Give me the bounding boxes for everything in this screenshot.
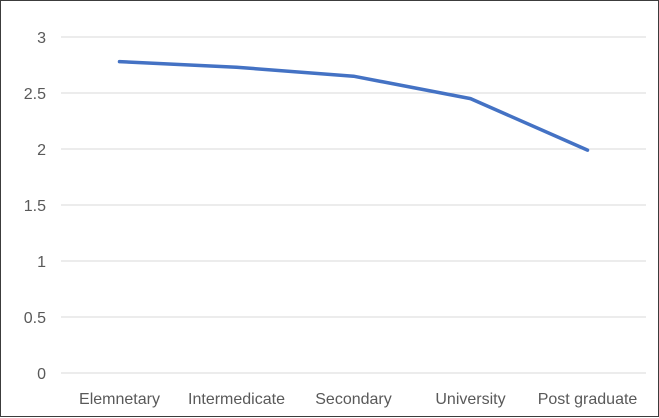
y-tick-label: 1.5 xyxy=(24,198,46,215)
x-tick-label: Secondary xyxy=(315,391,392,408)
y-tick-label: 2.5 xyxy=(24,86,46,103)
x-tick-label: University xyxy=(435,391,505,408)
y-tick-label: 1 xyxy=(37,254,46,271)
data-point xyxy=(586,148,589,152)
x-tick-label: Post graduate xyxy=(538,391,638,408)
x-tick-label: Intermedicate xyxy=(188,391,285,408)
data-point xyxy=(235,65,238,69)
data-point xyxy=(469,97,472,101)
data-point xyxy=(352,74,355,78)
series-group xyxy=(117,59,590,152)
y-axis-ticks: 0 0.5 1 1.5 2 2.5 3 xyxy=(24,30,46,383)
y-tick-label: 2 xyxy=(37,142,46,159)
x-tick-label: Elemnetary xyxy=(79,391,160,408)
y-tick-label: 3 xyxy=(37,30,46,47)
y-tick-label: 0.5 xyxy=(24,310,46,327)
data-point xyxy=(118,60,121,64)
x-axis-ticks: Elemnetary Intermedicate Secondary Universi… xyxy=(79,391,637,408)
y-tick-label: 0 xyxy=(37,366,46,383)
gridlines xyxy=(61,36,646,374)
